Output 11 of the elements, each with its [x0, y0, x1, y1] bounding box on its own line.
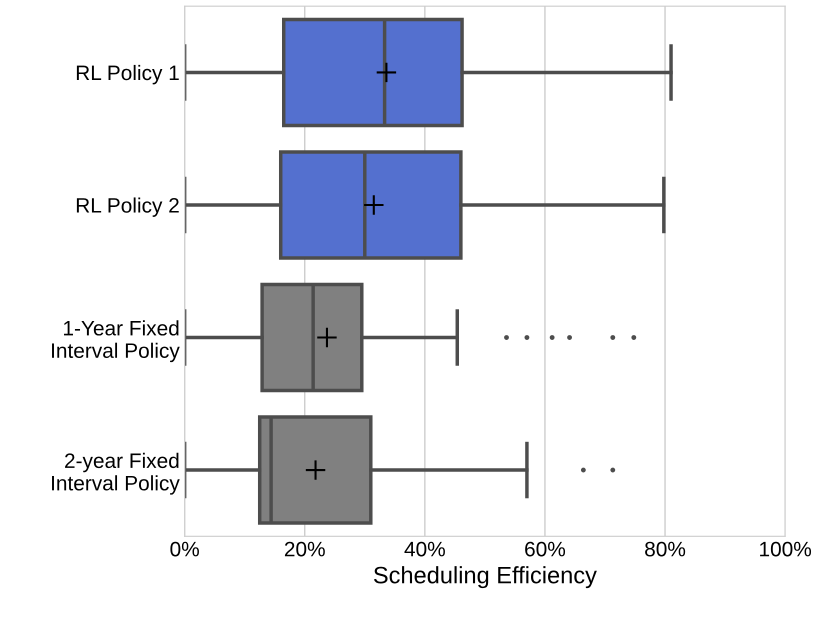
- x-axis-title: Scheduling Efficiency: [374, 566, 597, 588]
- y-tick-label: 1-Year Fixed Interval Policy: [52, 320, 180, 362]
- y-tick-label: RL Policy 1: [76, 64, 179, 84]
- x-tick-label: 40%: [404, 542, 445, 556]
- x-tick-label: 80%: [645, 542, 686, 556]
- y-tick-label: RL Policy 2: [76, 197, 179, 217]
- y-tick-label: 2-year Fixed Interval Policy: [52, 452, 180, 495]
- x-tick-label: 100%: [760, 542, 812, 556]
- x-tick-label: 0%: [170, 542, 199, 556]
- x-tick-label: 20%: [284, 542, 325, 556]
- x-tick-label: 60%: [525, 542, 566, 556]
